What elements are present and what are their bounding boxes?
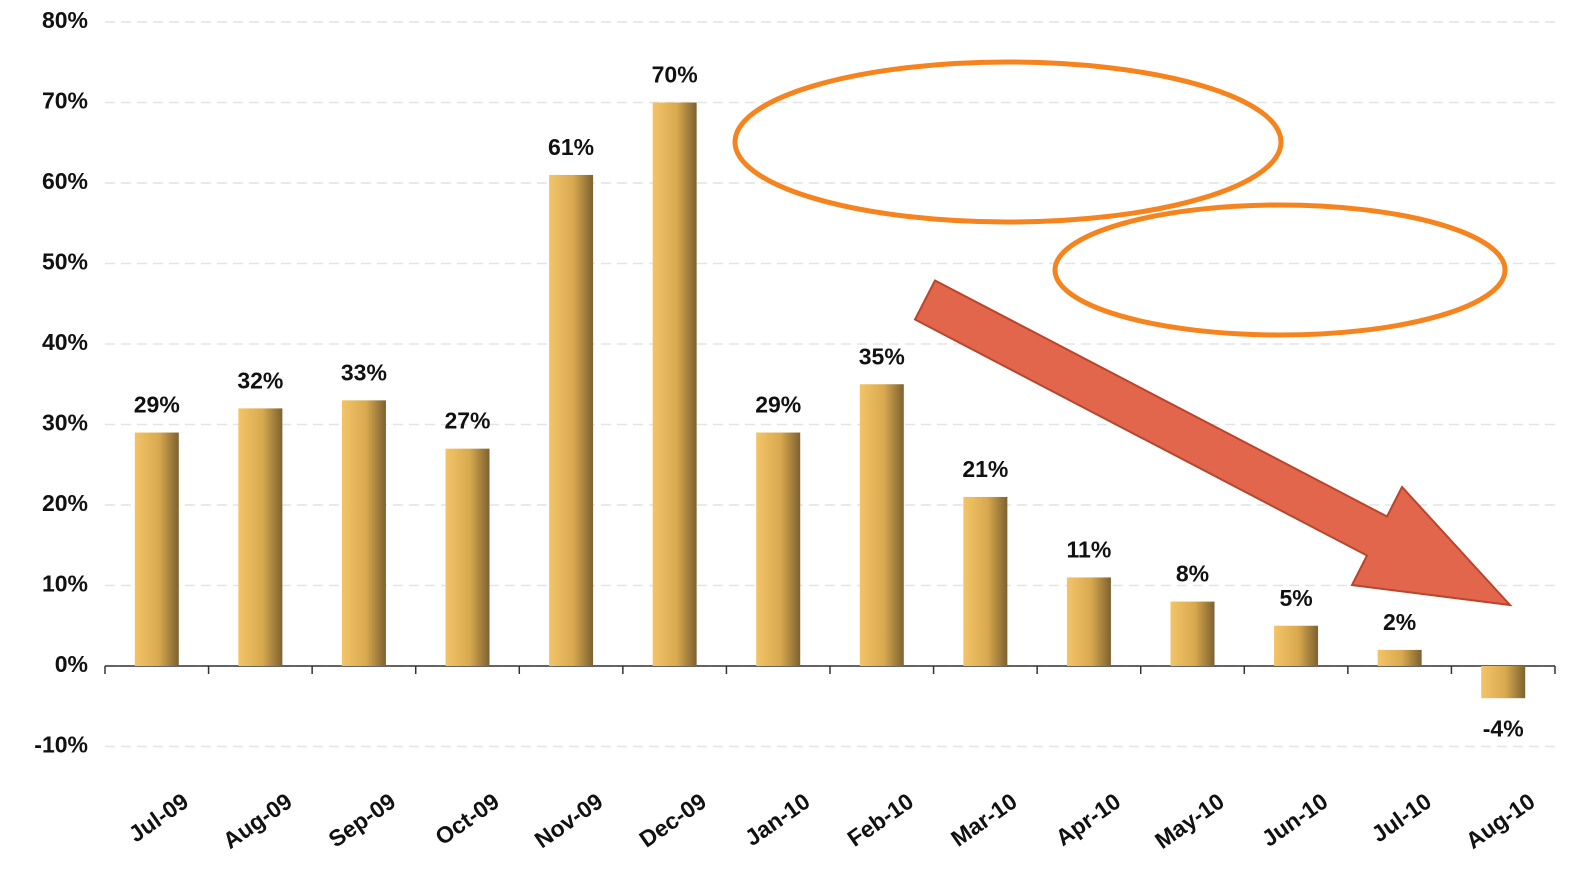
- y-tick-label: 10%: [42, 571, 88, 597]
- x-tick-label: Apr-10: [1051, 788, 1126, 851]
- bar: [238, 408, 283, 666]
- y-tick-label: 60%: [42, 168, 88, 194]
- y-tick-label: 50%: [42, 249, 88, 275]
- value-label: 29%: [134, 392, 180, 418]
- y-tick-label: 20%: [42, 490, 88, 516]
- x-tick-label: Dec-09: [634, 788, 711, 853]
- bar: [652, 102, 697, 666]
- value-label: 8%: [1176, 561, 1209, 587]
- x-tick-label: Feb-10: [842, 788, 918, 852]
- value-label: 11%: [1067, 537, 1112, 563]
- y-tick-label: -10%: [34, 732, 88, 758]
- value-label: 21%: [962, 456, 1008, 482]
- bar: [859, 384, 904, 666]
- bar: [1377, 649, 1422, 666]
- x-tick-label: Jan-10: [740, 788, 815, 851]
- x-tick-label: Sep-09: [324, 788, 401, 853]
- y-tick-label: 40%: [42, 329, 88, 355]
- highlight-ellipse: [732, 59, 1284, 225]
- value-label: 35%: [859, 343, 905, 369]
- y-tick-label: 80%: [42, 7, 88, 33]
- value-label: 5%: [1279, 585, 1312, 611]
- bar: [756, 432, 801, 666]
- value-label: 29%: [755, 392, 801, 418]
- x-tick-label: Aug-10: [1461, 788, 1540, 854]
- value-label: 33%: [341, 359, 387, 385]
- value-label: 61%: [548, 134, 594, 160]
- value-label: 32%: [237, 367, 283, 393]
- x-tick-label: Nov-09: [530, 788, 608, 853]
- value-label: 70%: [652, 62, 698, 88]
- x-tick-label: Jul-10: [1367, 788, 1436, 847]
- bar: [1481, 666, 1526, 699]
- x-tick-label: Jul-09: [124, 788, 193, 847]
- x-tick-label: May-10: [1150, 788, 1229, 854]
- x-tick-label: Mar-10: [946, 788, 1022, 852]
- bar: [445, 448, 490, 666]
- bar: [963, 496, 1008, 666]
- value-label: 27%: [444, 408, 490, 434]
- plot-area: -10% 0% 10% 20% 30% 40% 50% 60% 70% 80% Jul-09 29% A…: [34, 7, 1556, 854]
- y-tick-label: 70%: [42, 88, 88, 114]
- y-tick-label: 30%: [42, 410, 88, 436]
- bar: [134, 432, 179, 666]
- value-label: -4%: [1483, 715, 1524, 741]
- x-tick-label: Oct-09: [430, 788, 504, 850]
- bar: [1170, 601, 1215, 666]
- bar: [549, 174, 594, 666]
- bar: [1274, 625, 1319, 666]
- highlight-ellipse: [1052, 202, 1508, 338]
- x-tick-label: Aug-09: [218, 788, 297, 854]
- bar: [1066, 577, 1111, 666]
- bar: [341, 400, 386, 666]
- value-label: 2%: [1383, 609, 1416, 635]
- y-tick-label: 0%: [55, 651, 88, 677]
- x-tick-label: Jun-10: [1257, 788, 1333, 852]
- trend-arrow: [913, 279, 1513, 607]
